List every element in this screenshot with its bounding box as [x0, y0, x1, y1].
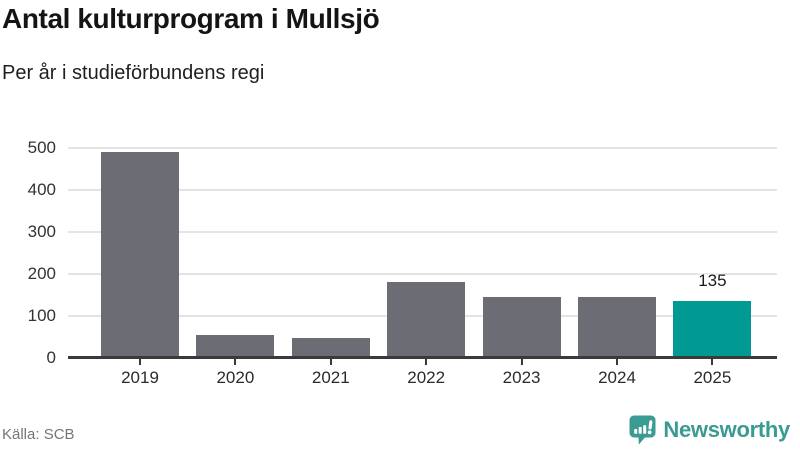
y-axis-label: 200: [27, 264, 56, 283]
x-axis-label: 2022: [407, 368, 446, 387]
x-axis-label: 2020: [216, 368, 255, 387]
y-axis-label: 300: [27, 222, 56, 241]
y-axis-label: 100: [27, 306, 56, 325]
gridline-300: [68, 231, 777, 233]
x-axis-line: [68, 356, 777, 359]
bar-2019: [101, 152, 179, 358]
x-axis-label: 2019: [121, 368, 159, 387]
y-axis-label: 400: [27, 180, 56, 199]
gridline-500: [68, 147, 777, 149]
y-axis-label: 0: [46, 348, 56, 367]
x-axis-label: 2025: [693, 368, 732, 387]
x-axis-label: 2023: [502, 368, 541, 387]
x-axis-tick: [711, 359, 714, 365]
chart-subtitle: Per år i studieförbundens regi: [2, 62, 265, 84]
bar-2023: [482, 297, 561, 358]
x-axis-tick: [329, 359, 332, 365]
x-axis-tick: [425, 359, 428, 365]
newsworthy-logo[interactable]: Newsworthy: [629, 413, 790, 447]
bar-2025: [673, 301, 752, 358]
newsworthy-icon: [629, 415, 656, 444]
source-note: Källa: SCB: [2, 426, 75, 443]
y-axis-label: 500: [27, 138, 56, 157]
bar-2020: [196, 334, 275, 358]
x-axis-tick: [520, 359, 523, 365]
bar-2022: [387, 282, 466, 358]
bar-2021: [291, 337, 370, 358]
gridline-200: [68, 273, 777, 275]
newsworthy-wordmark: Newsworthy: [663, 417, 790, 442]
chart-title: Antal kulturprogram i Mullsjö: [2, 3, 380, 34]
bar-2024: [578, 297, 656, 358]
x-axis-tick: [234, 359, 237, 365]
x-axis-label: 2021: [311, 368, 350, 387]
x-axis-tick: [139, 359, 141, 365]
x-axis-label: 2024: [598, 368, 636, 387]
x-axis-tick: [616, 359, 618, 365]
gridline-400: [68, 189, 777, 191]
bar-value-label: 135: [698, 271, 727, 291]
